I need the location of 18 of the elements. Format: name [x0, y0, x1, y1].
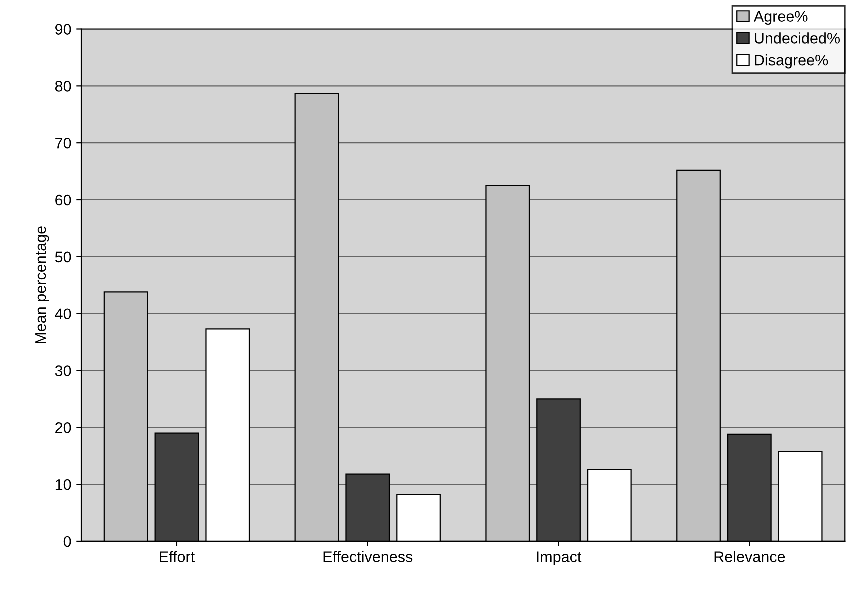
legend-label: Agree%	[754, 11, 808, 25]
y-tick-label: 90	[56, 24, 72, 35]
y-tick-label: 80	[55, 81, 72, 92]
y-tick-label: 0	[64, 536, 72, 548]
x-tick-label: Impact	[537, 552, 582, 566]
legend-label: Undecided%	[755, 32, 840, 44]
y-tick-label: 30	[55, 366, 72, 376]
x-tick-label: Effectiveness	[324, 551, 413, 562]
y-tick-label: 70	[56, 138, 72, 149]
y-tick-label: 50	[55, 252, 72, 263]
y-tick-label: 60	[56, 194, 72, 206]
x-tick-label: Effort	[160, 551, 195, 562]
x-tick-label: Relevance	[714, 551, 786, 562]
y-tick-label: 40	[55, 308, 72, 320]
legend-label: Disagree%	[755, 54, 828, 69]
y-tick-label: 20	[56, 422, 72, 434]
y-tick-label: 10	[56, 479, 72, 490]
y-axis-title: Mean percentage	[36, 226, 50, 344]
